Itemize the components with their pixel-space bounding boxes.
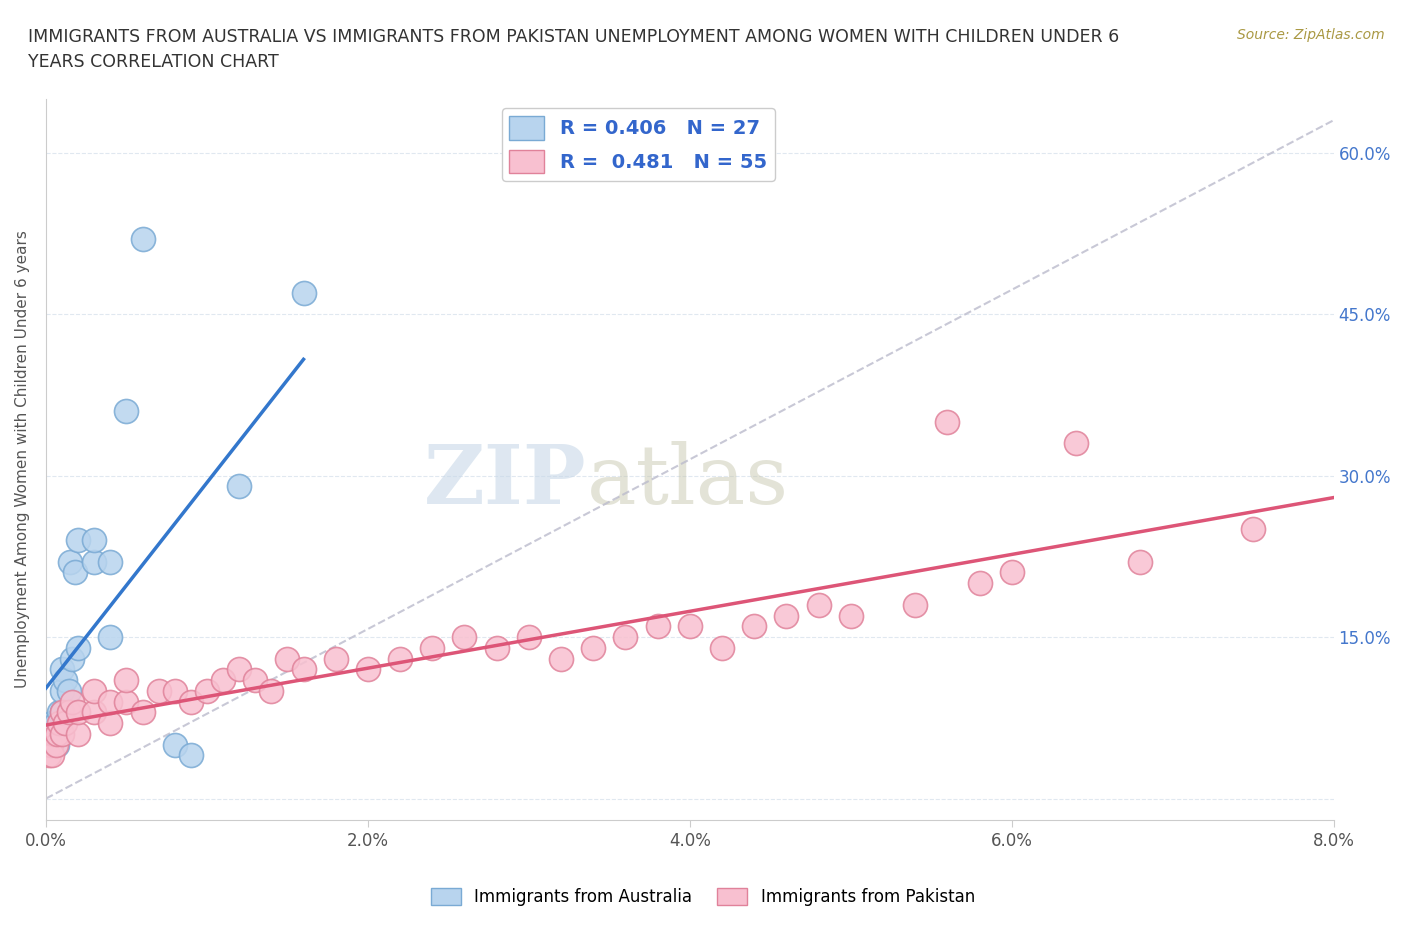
Point xyxy=(98,716,121,731)
Point xyxy=(163,737,186,752)
Point xyxy=(839,608,862,623)
Point xyxy=(679,618,702,633)
Point xyxy=(45,716,67,731)
Point xyxy=(45,737,67,752)
Point xyxy=(228,662,250,677)
Point xyxy=(83,705,105,720)
Point xyxy=(67,705,90,720)
Point xyxy=(647,618,669,633)
Point xyxy=(775,608,797,623)
Point xyxy=(711,641,734,656)
Point xyxy=(83,684,105,698)
Point xyxy=(517,630,540,644)
Point xyxy=(53,716,76,731)
Point xyxy=(51,684,73,698)
Point xyxy=(131,232,153,246)
Point xyxy=(115,694,138,709)
Point xyxy=(98,630,121,644)
Point xyxy=(163,684,186,698)
Point xyxy=(98,554,121,569)
Text: ZIP: ZIP xyxy=(425,441,586,521)
Point xyxy=(60,651,83,666)
Point xyxy=(115,404,138,418)
Point xyxy=(195,684,218,698)
Point xyxy=(51,662,73,677)
Point xyxy=(41,748,63,763)
Point xyxy=(1001,565,1024,580)
Point xyxy=(42,726,65,741)
Text: IMMIGRANTS FROM AUSTRALIA VS IMMIGRANTS FROM PAKISTAN UNEMPLOYMENT AMONG WOMEN W: IMMIGRANTS FROM AUSTRALIA VS IMMIGRANTS … xyxy=(28,28,1119,71)
Point xyxy=(936,414,959,429)
Point xyxy=(550,651,572,666)
Point xyxy=(325,651,347,666)
Point xyxy=(39,737,62,752)
Point xyxy=(485,641,508,656)
Point xyxy=(46,737,69,752)
Y-axis label: Unemployment Among Women with Children Under 6 years: Unemployment Among Women with Children U… xyxy=(15,231,30,688)
Point xyxy=(83,533,105,548)
Point xyxy=(245,672,267,687)
Point xyxy=(180,748,202,763)
Point xyxy=(228,479,250,494)
Point xyxy=(420,641,443,656)
Point xyxy=(58,705,80,720)
Point xyxy=(48,705,70,720)
Point xyxy=(67,641,90,656)
Point xyxy=(38,737,60,752)
Point xyxy=(742,618,765,633)
Text: atlas: atlas xyxy=(586,441,789,521)
Point xyxy=(59,554,82,569)
Point xyxy=(453,630,475,644)
Point xyxy=(180,694,202,709)
Point xyxy=(131,705,153,720)
Point xyxy=(904,597,927,612)
Text: Source: ZipAtlas.com: Source: ZipAtlas.com xyxy=(1237,28,1385,42)
Point xyxy=(582,641,605,656)
Point xyxy=(389,651,412,666)
Point xyxy=(51,705,73,720)
Point xyxy=(39,726,62,741)
Point xyxy=(83,554,105,569)
Point xyxy=(969,576,991,591)
Point xyxy=(46,726,69,741)
Point xyxy=(292,662,315,677)
Legend: R = 0.406   N = 27, R =  0.481   N = 55: R = 0.406 N = 27, R = 0.481 N = 55 xyxy=(502,109,775,181)
Point xyxy=(60,694,83,709)
Point xyxy=(1064,436,1087,451)
Point xyxy=(67,726,90,741)
Point xyxy=(51,726,73,741)
Point xyxy=(58,684,80,698)
Point xyxy=(260,684,283,698)
Point xyxy=(1241,522,1264,537)
Point xyxy=(48,716,70,731)
Point xyxy=(614,630,637,644)
Point xyxy=(807,597,830,612)
Point xyxy=(357,662,380,677)
Point xyxy=(51,705,73,720)
Point xyxy=(292,286,315,300)
Point xyxy=(38,748,60,763)
Point xyxy=(67,533,90,548)
Point xyxy=(42,726,65,741)
Legend: Immigrants from Australia, Immigrants from Pakistan: Immigrants from Australia, Immigrants fr… xyxy=(425,881,981,912)
Point xyxy=(148,684,170,698)
Point xyxy=(98,694,121,709)
Point xyxy=(41,716,63,731)
Point xyxy=(276,651,298,666)
Point xyxy=(212,672,235,687)
Point xyxy=(53,672,76,687)
Point xyxy=(115,672,138,687)
Point xyxy=(63,565,86,580)
Point xyxy=(1129,554,1152,569)
